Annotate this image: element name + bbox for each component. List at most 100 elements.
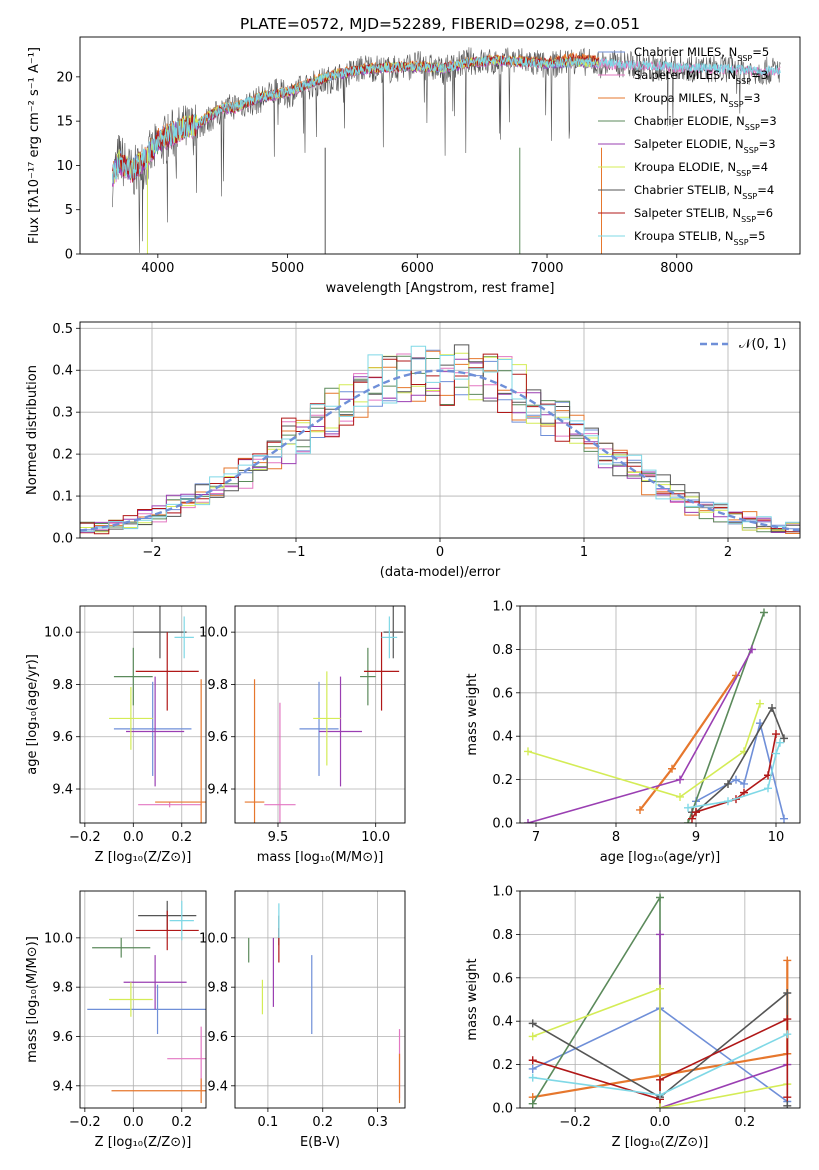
weight-point-marker [772,730,780,739]
weight-point-marker [656,1090,664,1099]
x-tick-label: 5000 [271,261,304,276]
x-tick-label: 0.0 [123,1115,144,1130]
weight-point-marker [783,1030,792,1039]
x-tick-label: 10.0 [361,830,390,845]
legend-text-part: Chabrier STELIB, N [634,183,742,197]
x-tick-label: 7 [532,830,540,845]
normal-reference-curve [80,369,800,532]
weight-point-marker [528,1073,537,1082]
errorbar-group [248,903,401,1104]
x-tick-label: 0.2 [171,1115,192,1130]
weight-lines [528,893,792,1108]
legend-text-part: Salpeter ELODIE, N [634,137,744,151]
weight-point-marker [684,803,692,812]
legend-text-part: =3 [751,68,768,82]
x-tick-label: −0.2 [69,1115,101,1130]
axes-frame [79,605,207,824]
weight-point-marker [528,1099,537,1108]
spectrum-panel: 4000 5000 6000 7000 8000 0 5 10 15 20 wavelength [… [27,36,801,296]
mass-vs-metallicity-panel: −0.2 0.0 0.2 9.4 9.6 9.8 10.0 Z [log₁₀(Z/Z⊙)] ma… [25,890,207,1150]
weight-point-marker [783,988,792,997]
x-axis-label: (data-model)/error [380,565,501,580]
y-tick-label: 0.4 [492,730,513,745]
legend-text-part: Kroupa MILES, N [634,91,729,105]
x-tick-label: 0.0 [650,1115,671,1130]
mass-weight-vs-metallicity-panel: −0.2 0.0 0.2 0.0 0.2 0.4 0.6 0.8 1.0 Z [log₁₀(Z/Z… [465,885,801,1150]
y-tick-label: 15 [56,115,73,130]
legend-entry: Kroupa STELIB, NSSP=5 [634,229,765,247]
y-tick-label: 0.0 [52,532,73,547]
y-tick-label: 9.8 [207,678,228,693]
y-tick-label: 0.0 [492,1102,513,1117]
y-tick-label: 9.8 [52,678,73,693]
y-tick-label: 0.6 [492,971,513,986]
weight-point-marker [756,699,764,708]
legend-text-subscript: SSP [742,192,757,201]
y-tick-label: 9.4 [52,1079,73,1094]
weight-point-marker [732,775,740,784]
errorbar-group [87,900,206,1104]
weight-point-marker [724,797,732,806]
weight-point-marker [783,1101,792,1108]
legend-text-part: Chabrier ELODIE, N [634,114,745,128]
x-tick-label: 0.2 [312,1115,333,1130]
y-tick-label: 1.0 [492,885,513,900]
legend-text-part: =5 [752,45,769,59]
y-tick-label: 0.1 [52,490,73,505]
legend-entry: Salpeter STELIB, NSSP=6 [634,206,773,224]
legend-text-part: Salpeter MILES, N [634,68,736,82]
weight-point-marker [740,779,748,788]
weight-point-marker [724,779,732,788]
legend-text-part: =5 [749,229,766,243]
axes-frame [519,605,801,824]
legend-text-part: Kroupa STELIB, N [634,229,734,243]
y-tick-label: 0.2 [492,773,513,788]
y-tick-label: 10.0 [44,626,73,641]
legend-entry: Kroupa MILES, NSSP=3 [634,91,760,109]
y-tick-label: 0.8 [492,928,513,943]
legend-text-part: =6 [756,206,773,220]
weight-point-marker [764,784,772,793]
weight-point-marker [768,703,776,712]
y-tick-label: 9.8 [207,981,228,996]
weight-point-marker [688,814,696,823]
y-tick-label: 10 [56,159,73,174]
axes-frame [79,890,207,1109]
legend-entry: Chabrier STELIB, NSSP=4 [634,183,774,201]
legend-text-subscript: SSP [729,100,744,109]
axes-frame [234,605,406,824]
mass-vs-ebv-panel: 0.1 0.2 0.3 9.4 9.6 9.8 10.0 E(B-V) [199,890,406,1150]
weight-series-line [532,894,661,1108]
y-tick-label: 20 [56,70,73,85]
x-tick-label: −1 [286,545,305,560]
axes-frame [519,890,801,1109]
y-axis-label: Normed distribution [25,365,40,495]
legend-text-part: =4 [751,160,768,174]
weight-point-marker [656,893,664,902]
x-axis-label: Z [log₁₀(Z/Z⊙)] [95,850,192,865]
weight-point-marker [783,1093,792,1102]
mass-weight-vs-age-panel: 7 8 9 10 0.0 0.2 0.4 0.6 0.8 1.0 age [log₁₀(age/yr… [465,600,801,865]
x-tick-label: 0.3 [367,1115,388,1130]
errorbar-group [109,606,206,823]
weight-lines [524,608,788,823]
x-tick-label: 8 [612,830,620,845]
legend-entry: 𝒩(0, 1) [739,337,786,352]
x-tick-label: 8000 [660,261,693,276]
axes-frame [234,890,406,1109]
y-axis-label: mass weight [465,673,480,755]
x-tick-label: 6000 [401,261,434,276]
histogram-series [80,345,800,532]
y-axis-label: mass weight [465,958,480,1040]
weight-point-marker [656,1075,664,1084]
legend-text-subscript: SSP [736,77,751,86]
weight-series-line [687,612,765,823]
legend-text-subscript: SSP [741,215,756,224]
legend-text-subscript: SSP [734,238,749,247]
weight-point-marker [524,819,532,823]
y-tick-label: 9.6 [52,1030,73,1045]
axes-frame [79,321,801,539]
histogram-steps [80,344,800,535]
legend-text-subscript: SSP [745,123,760,132]
